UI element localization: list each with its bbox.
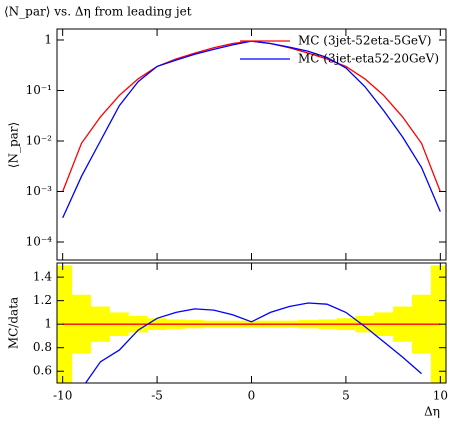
legend-label: MC (3jet-52eta-5GeV) (298, 34, 431, 48)
y-tick-label: 10⁻¹ (26, 83, 52, 97)
series-line (62, 40, 441, 219)
series-line (84, 302, 422, 383)
plot-area (62, 40, 441, 219)
y-tick-label: 1 (44, 32, 52, 46)
y-tick-label: 10⁻² (26, 133, 53, 147)
x-tick-label: 5 (342, 389, 350, 403)
y-tick-label: 0.8 (33, 340, 52, 354)
y-tick-label: 0.6 (33, 364, 52, 378)
x-tick-label: 0 (248, 389, 256, 403)
chart-title: ⟨N_par⟩ vs. Δη from leading jet (4, 5, 192, 19)
x-axis-label: Δη (424, 405, 440, 419)
y-tick-label: 10⁻⁴ (26, 234, 53, 248)
x-tick-label: -5 (151, 389, 163, 403)
y-tick-label: 1 (44, 317, 52, 331)
legend-label: MC (3jet-eta52-20GeV) (298, 52, 439, 66)
y-tick-label: 10⁻³ (26, 184, 53, 198)
y-axis-label: MC/data (7, 297, 21, 349)
x-tick-label: -10 (53, 389, 72, 403)
y-axis-label: ⟨N_par⟩ (7, 122, 21, 168)
plot-area (57, 265, 446, 383)
y-tick-label: 1.2 (33, 293, 52, 307)
x-tick-label: 10 (433, 389, 448, 403)
y-tick-label: 1.4 (33, 270, 52, 284)
